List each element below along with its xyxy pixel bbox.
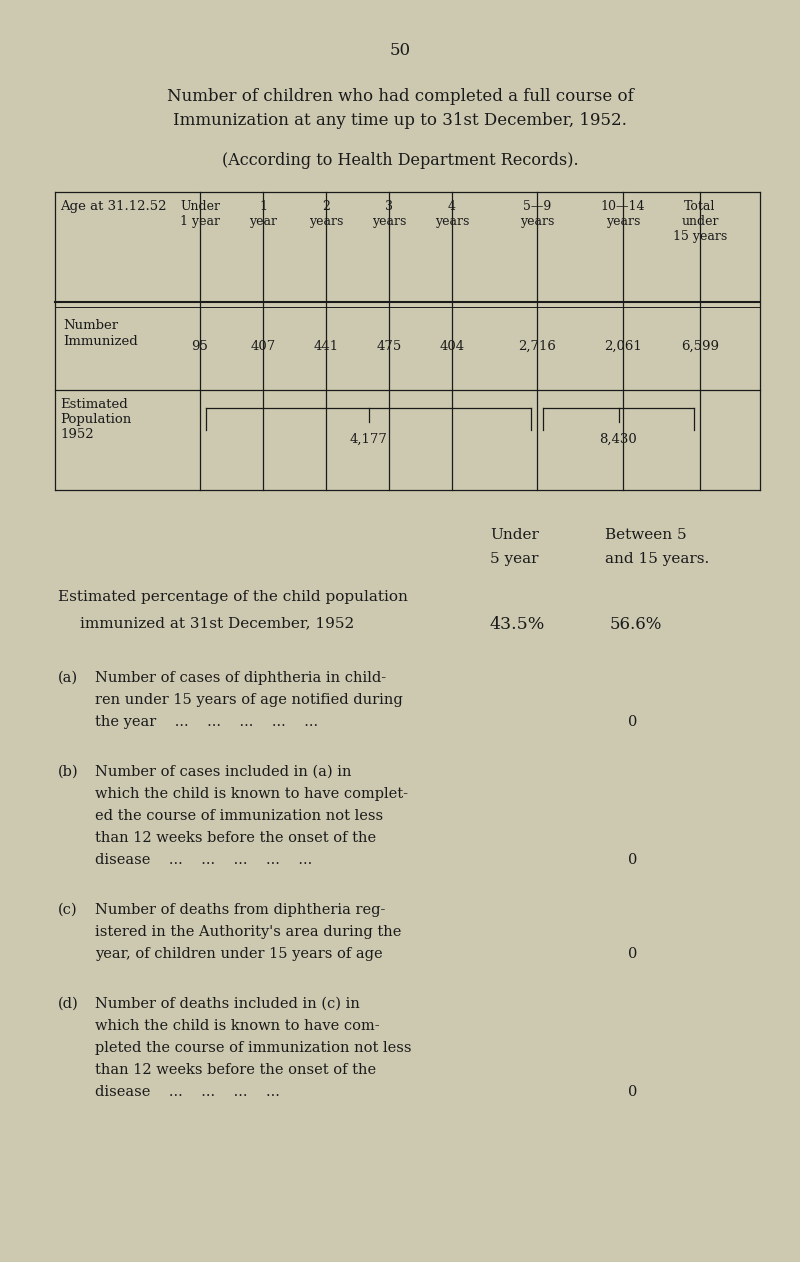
Text: immunized at 31st December, 1952: immunized at 31st December, 1952 [80,616,354,630]
Text: Immunization at any time up to 31st December, 1952.: Immunization at any time up to 31st Dece… [173,112,627,129]
Text: 5—9
years: 5—9 years [520,199,554,228]
Text: (a): (a) [58,671,78,685]
Text: Number of children who had completed a full course of: Number of children who had completed a f… [166,88,634,105]
Text: (d): (d) [58,997,78,1011]
Text: 10—14
years: 10—14 years [601,199,646,228]
Text: Age at 31.12.52: Age at 31.12.52 [60,199,166,213]
Text: pleted the course of immunization not less: pleted the course of immunization not le… [95,1041,411,1055]
Text: (b): (b) [58,765,78,779]
Text: ren under 15 years of age notified during: ren under 15 years of age notified durin… [95,693,402,707]
Text: 2,716: 2,716 [518,339,556,353]
Text: Number of deaths included in (c) in: Number of deaths included in (c) in [95,997,360,1011]
Text: 0: 0 [628,946,638,960]
Text: Under
1 year: Under 1 year [180,199,220,228]
Text: the year    ...    ...    ...    ...    ...: the year ... ... ... ... ... [95,716,318,729]
Text: Number of deaths from diphtheria reg-: Number of deaths from diphtheria reg- [95,904,386,917]
Text: 441: 441 [314,339,338,353]
Text: Number of cases included in (a) in: Number of cases included in (a) in [95,765,351,779]
Text: Immunized: Immunized [63,334,138,348]
Text: istered in the Authority's area during the: istered in the Authority's area during t… [95,925,402,939]
Text: 0: 0 [628,853,638,867]
Text: (c): (c) [58,904,78,917]
Text: 56.6%: 56.6% [610,616,662,634]
Text: Total
under
15 years: Total under 15 years [673,199,727,244]
Text: 4
years: 4 years [435,199,469,228]
Text: Between 5: Between 5 [605,528,686,541]
Text: and 15 years.: and 15 years. [605,551,710,565]
Text: 5 year: 5 year [490,551,538,565]
Text: 3
years: 3 years [372,199,406,228]
Text: year, of children under 15 years of age: year, of children under 15 years of age [95,946,382,960]
Text: 4,177: 4,177 [350,433,387,445]
Text: disease    ...    ...    ...    ...    ...: disease ... ... ... ... ... [95,853,312,867]
Text: disease    ...    ...    ...    ...: disease ... ... ... ... [95,1085,280,1099]
Text: 0: 0 [628,1085,638,1099]
Text: 2
years: 2 years [309,199,343,228]
Text: 95: 95 [191,339,209,353]
Text: which the child is known to have com-: which the child is known to have com- [95,1018,380,1034]
Text: 2,061: 2,061 [604,339,642,353]
Text: 407: 407 [250,339,276,353]
Text: than 12 weeks before the onset of the: than 12 weeks before the onset of the [95,1063,376,1076]
Text: 0: 0 [628,716,638,729]
Text: 1
year: 1 year [249,199,277,228]
Text: 43.5%: 43.5% [490,616,546,634]
Text: Estimated
Population
1952: Estimated Population 1952 [60,398,131,440]
Text: 6,599: 6,599 [681,339,719,353]
Text: Number of cases of diphtheria in child-: Number of cases of diphtheria in child- [95,671,386,685]
Text: 50: 50 [390,42,410,59]
Text: 8,430: 8,430 [600,433,638,445]
Text: (According to Health Department Records).: (According to Health Department Records)… [222,151,578,169]
Text: than 12 weeks before the onset of the: than 12 weeks before the onset of the [95,830,376,846]
Text: ed the course of immunization not less: ed the course of immunization not less [95,809,383,823]
Text: Number: Number [63,319,118,332]
Text: Estimated percentage of the child population: Estimated percentage of the child popula… [58,591,408,604]
Text: which the child is known to have complet-: which the child is known to have complet… [95,787,408,801]
Text: 404: 404 [439,339,465,353]
Text: 475: 475 [376,339,402,353]
Text: Under: Under [490,528,539,541]
